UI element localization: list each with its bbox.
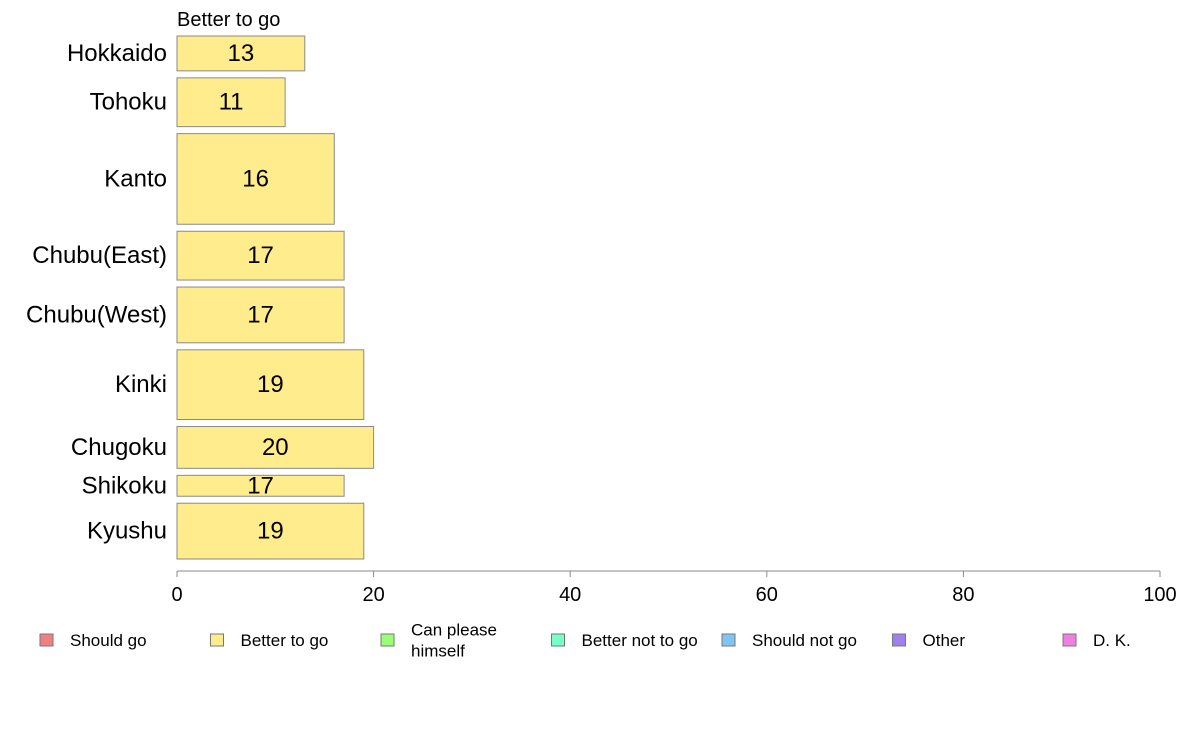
bar <box>176 349 365 421</box>
bar <box>176 502 365 560</box>
legend-swatch <box>1062 633 1077 647</box>
legend-label: Should not go <box>752 631 857 650</box>
x-tick-label: 80 <box>952 584 974 606</box>
value-label: 17 <box>247 242 274 269</box>
legend-swatch <box>551 633 565 647</box>
x-axis: 0 20 40 60 80 100 <box>171 570 1177 606</box>
value-label: 17 <box>247 472 274 499</box>
legend-label: Should go <box>70 631 147 650</box>
legend-label: Better to go <box>241 631 329 650</box>
legend: Should go Better to go Can please himself Be… <box>39 621 1131 661</box>
legend-swatch <box>380 633 395 647</box>
x-tick-label: 40 <box>559 584 581 606</box>
bars-group: Hokkaido 13 Tohoku 11 Kanto 16 Chubu(East) 17 Ch… <box>26 35 375 560</box>
legend-label: Better not to go <box>582 631 698 650</box>
series-title: Better to go <box>177 9 280 31</box>
legend-swatch <box>210 633 224 647</box>
x-tick-label: 0 <box>171 584 182 606</box>
x-tick-label: 60 <box>756 584 778 606</box>
legend-label: Can please himself <box>411 621 497 661</box>
bar <box>176 230 345 281</box>
category-label: Kinki <box>115 371 167 398</box>
value-label: 11 <box>219 89 244 116</box>
bar <box>176 133 335 225</box>
legend-label: Other <box>923 631 966 650</box>
value-label: 16 <box>242 165 269 192</box>
category-label: Chubu(East) <box>32 242 167 269</box>
category-label: Shikoku <box>82 472 167 499</box>
value-label: 17 <box>247 301 274 328</box>
bar <box>176 77 286 128</box>
category-label: Tohoku <box>90 89 167 116</box>
x-tick-label: 20 <box>362 584 384 606</box>
legend-label: D. K. <box>1093 631 1131 650</box>
category-label: Hokkaido <box>67 40 167 67</box>
bar <box>176 286 345 344</box>
bar <box>176 426 375 469</box>
legend-swatch <box>39 633 54 647</box>
value-label: 20 <box>262 434 289 461</box>
legend-swatch <box>721 633 736 647</box>
category-label: Chugoku <box>71 434 167 461</box>
category-label: Kanto <box>104 165 167 192</box>
value-label: 13 <box>228 40 255 67</box>
bar <box>176 35 306 72</box>
legend-swatch <box>892 633 906 647</box>
value-label: 19 <box>257 371 284 398</box>
category-label: Kyushu <box>87 518 167 545</box>
value-label: 19 <box>257 518 284 545</box>
bar <box>176 474 345 497</box>
x-tick-label: 100 <box>1143 584 1176 606</box>
category-label: Chubu(West) <box>26 301 167 328</box>
